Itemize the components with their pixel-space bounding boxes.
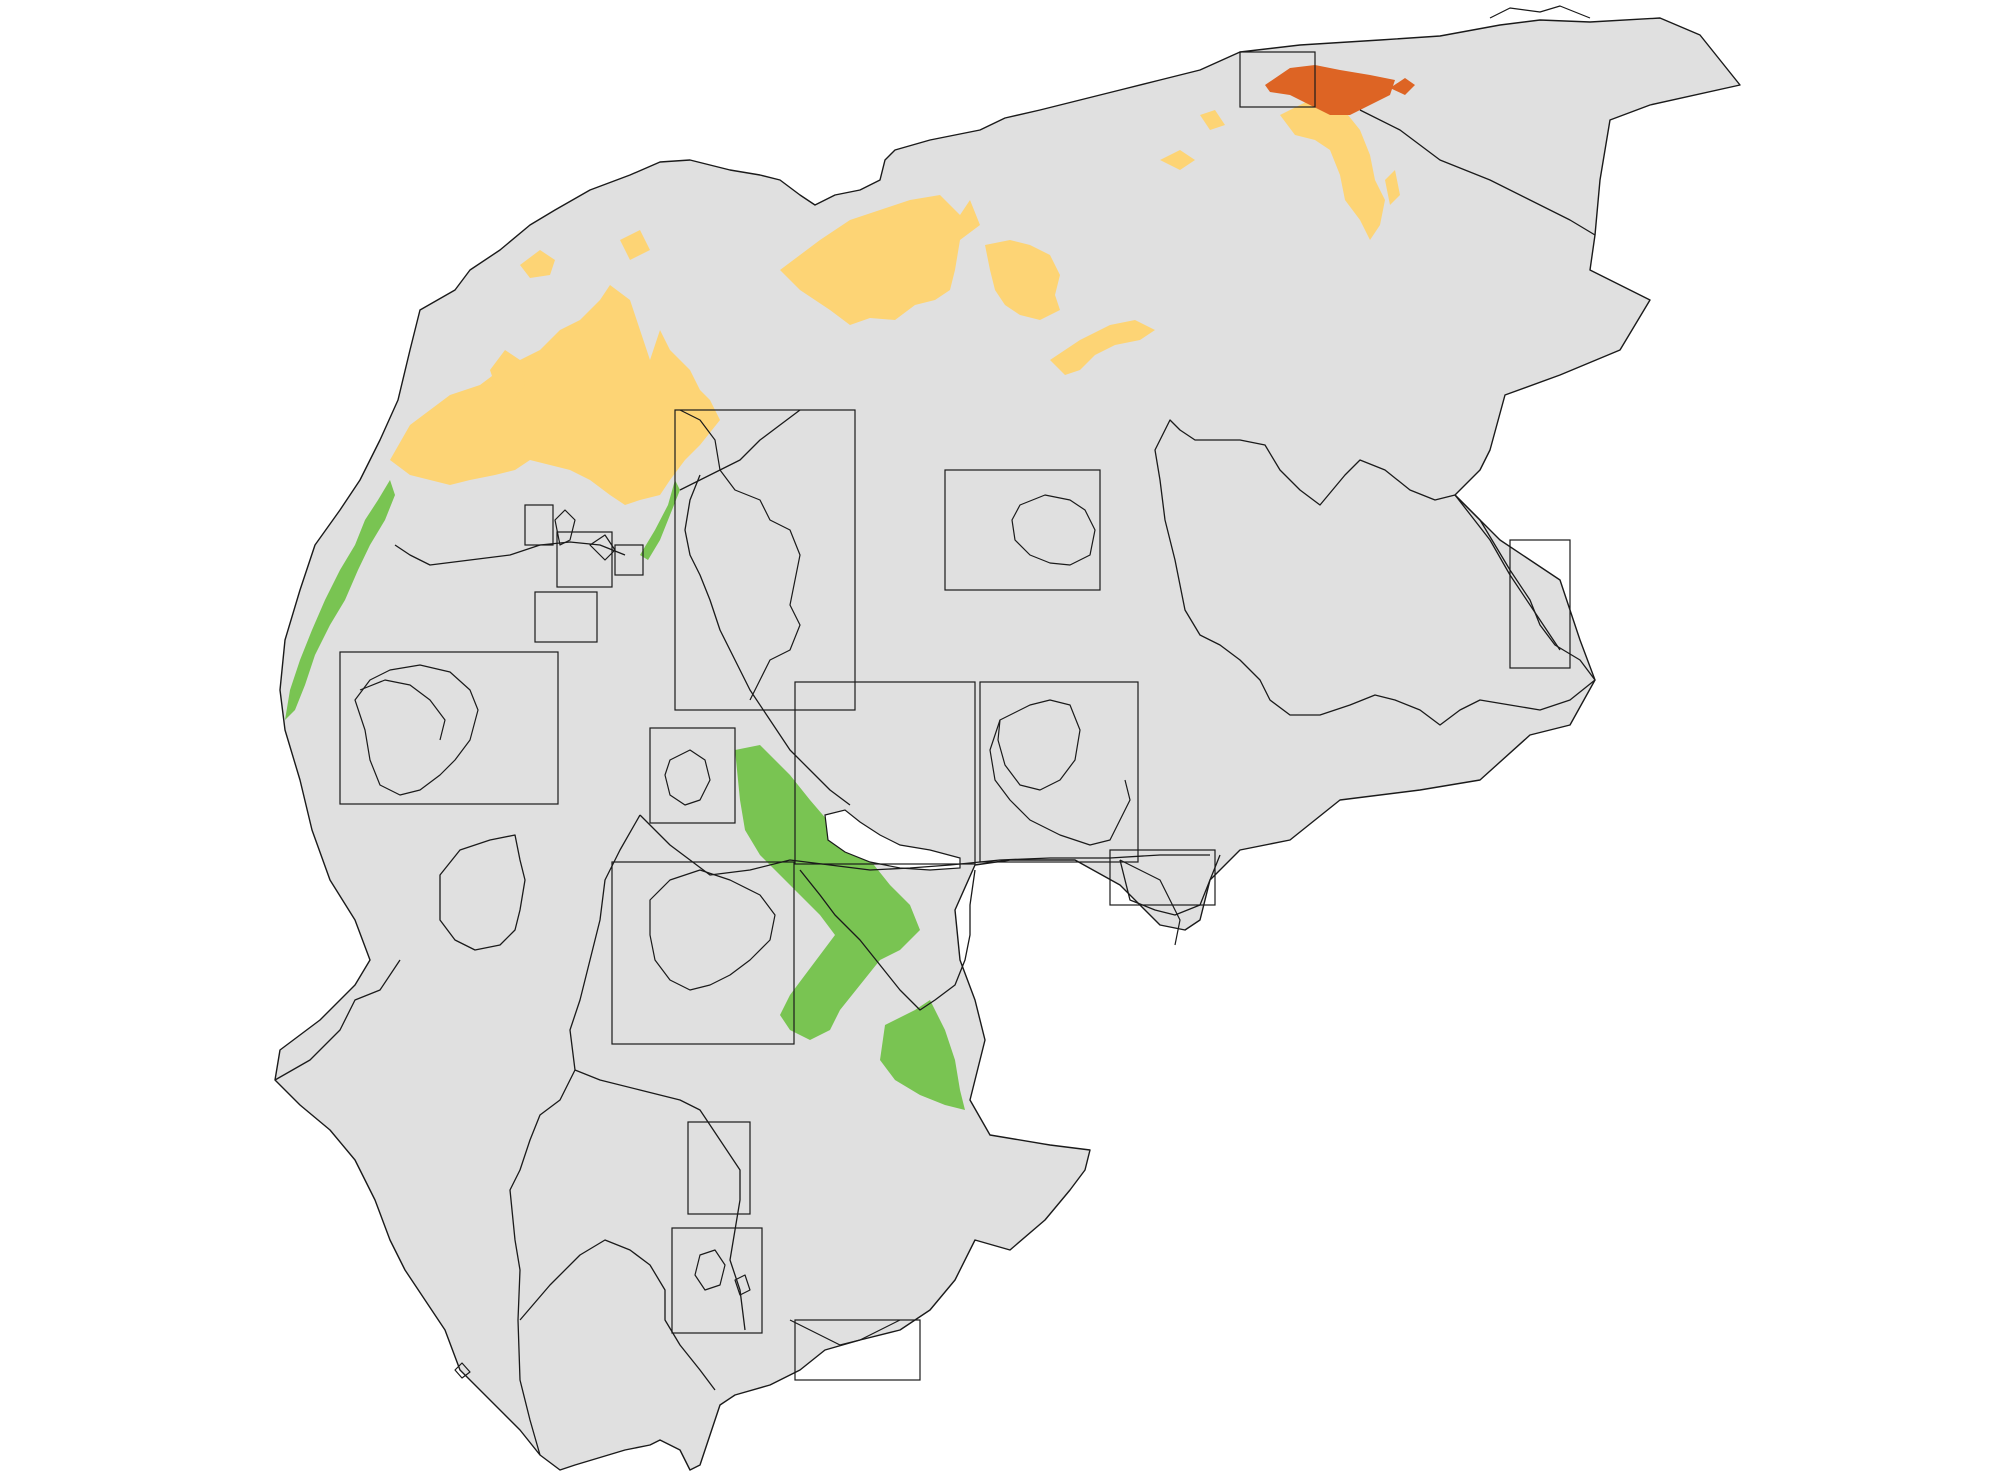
inset-frame-16 xyxy=(1239,51,1316,108)
orange-zone-main xyxy=(1265,65,1395,115)
yellow-zone-east xyxy=(985,240,1060,320)
green-zone xyxy=(285,480,965,1110)
green-zone-west-coast xyxy=(285,480,395,720)
coast-center-west xyxy=(354,664,479,796)
yellow-zone-northeast-2 xyxy=(1385,170,1400,205)
inset-frame-4 xyxy=(649,727,736,824)
yellow-zone-central xyxy=(780,195,980,325)
green-zone-southeast xyxy=(880,1000,965,1110)
coast-central-inlet xyxy=(679,409,801,701)
inset-frame-17 xyxy=(794,1319,921,1381)
inset-frame-1 xyxy=(674,409,856,711)
inset-frame-14 xyxy=(1109,849,1216,906)
yellow-zone-west xyxy=(490,350,525,400)
border-central-south xyxy=(639,814,1210,876)
lake xyxy=(824,809,961,871)
coast-north-islet xyxy=(1489,5,1591,19)
border-southwest xyxy=(274,959,401,1081)
internal-borders xyxy=(274,109,1596,1456)
island-large xyxy=(1011,494,1096,566)
yellow-zone-small-1 xyxy=(620,230,650,260)
border-river xyxy=(684,474,851,806)
green-zone-central-strip xyxy=(640,480,680,560)
coast-far-south xyxy=(454,1362,471,1379)
inset-frames xyxy=(339,51,1571,1381)
coast-west-bay xyxy=(359,679,446,741)
inset-frame-9 xyxy=(556,531,613,588)
border-southeast-coast xyxy=(799,869,976,1011)
inset-frame-11 xyxy=(534,591,598,643)
coast-south-islands xyxy=(694,1249,726,1291)
coast-east-island xyxy=(997,699,1081,791)
border-west-lobe xyxy=(439,834,526,951)
coast-south-inlet xyxy=(649,869,776,991)
coast-south-islet xyxy=(734,1274,751,1296)
inset-frame-13 xyxy=(671,1227,763,1334)
main-landmass xyxy=(274,17,1741,1471)
inset-frame-6 xyxy=(979,681,1139,863)
yellow-zone-main xyxy=(390,285,720,505)
coast-southeast-coastline xyxy=(789,1319,901,1346)
inset-frame-5 xyxy=(794,681,976,865)
yellow-zone xyxy=(390,100,1400,505)
border-south-central xyxy=(509,814,641,1456)
orange-zone-islet xyxy=(1390,78,1415,95)
coast-southeast-cape xyxy=(1119,859,1181,946)
border-south-lower xyxy=(574,1069,746,1331)
border-northeast-inner xyxy=(1359,109,1596,236)
inset-frame-3 xyxy=(339,651,559,805)
inset-frame-12 xyxy=(687,1121,751,1215)
coastline-details xyxy=(354,409,1181,1379)
coast-northwest-islands xyxy=(554,509,576,546)
border-central-north xyxy=(679,409,801,491)
border-east-region xyxy=(1154,419,1596,726)
border-south-interior xyxy=(519,1239,716,1391)
yellow-zone-ridge xyxy=(1050,320,1155,375)
border-northwest-coast xyxy=(394,541,626,566)
coast-small-west xyxy=(664,749,711,806)
yellow-zone-northeast xyxy=(1280,100,1385,240)
coast-east-inlet xyxy=(989,719,1131,846)
inset-frame-8 xyxy=(524,504,554,546)
yellow-zone-northwest xyxy=(520,250,555,278)
green-zone-valley xyxy=(735,745,920,1040)
inset-frame-15 xyxy=(1509,539,1571,669)
inset-frame-7 xyxy=(611,861,795,1045)
orange-zone xyxy=(1265,65,1415,115)
yellow-zone-small-2 xyxy=(1160,150,1195,170)
inset-frame-2 xyxy=(944,469,1101,591)
inset-frame-10 xyxy=(614,544,644,576)
border-east-coast-inner xyxy=(1119,854,1221,916)
yellow-zone-small-3 xyxy=(1200,110,1225,130)
